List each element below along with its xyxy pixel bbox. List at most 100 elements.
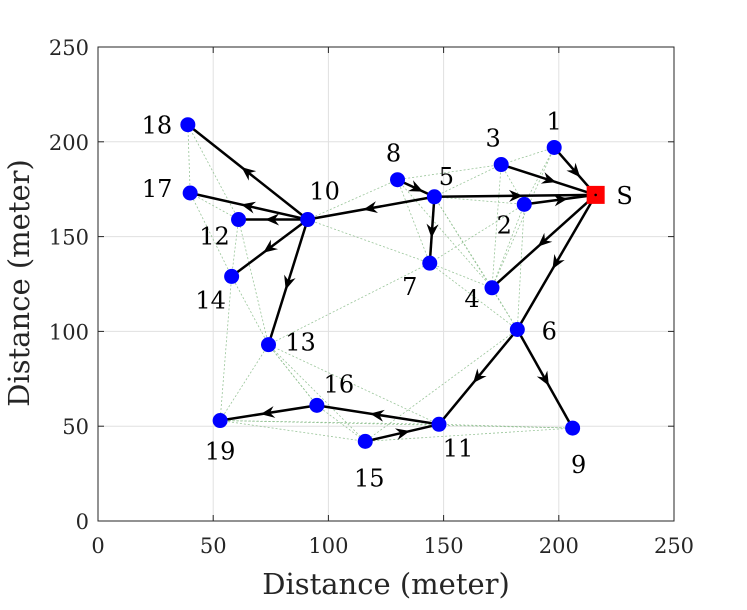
node-4 xyxy=(484,280,500,296)
node-18 xyxy=(180,117,196,133)
candidate-link-13-14 xyxy=(231,276,269,345)
candidate-link-19-15 xyxy=(220,420,366,442)
route-arrow-8-5 xyxy=(407,180,424,192)
route-arrow-10-17 xyxy=(241,201,257,214)
route-arrow-1-S xyxy=(566,162,581,178)
route-arrow-5-10 xyxy=(363,201,378,214)
y-tick-label-150: 150 xyxy=(49,226,89,250)
y-tick-label-50: 50 xyxy=(62,415,89,439)
sink-label: S xyxy=(616,182,632,210)
route-arrow-2-S xyxy=(553,194,568,207)
candidate-link-11-13 xyxy=(268,344,440,425)
axes-box xyxy=(97,46,675,522)
y-tick-label-0: 0 xyxy=(76,510,89,534)
node-label-2: 2 xyxy=(497,211,512,239)
node-8 xyxy=(390,172,406,188)
route-arrow-15-11 xyxy=(394,428,410,441)
route-arrow-6-9 xyxy=(536,370,549,386)
candidate-link-13-16 xyxy=(268,344,318,406)
y-tick-label-200: 200 xyxy=(49,131,89,155)
candidate-link-2-6 xyxy=(516,204,525,330)
node-11 xyxy=(431,416,447,432)
candidate-link-4-6 xyxy=(491,287,518,330)
candidate-link-1-3 xyxy=(501,147,555,165)
candidate-link-3-5 xyxy=(434,164,502,198)
node-label-16: 16 xyxy=(324,370,355,398)
route-arrow-3-S xyxy=(540,172,557,184)
candidate-link-6-15 xyxy=(365,329,518,442)
node-label-5: 5 xyxy=(439,163,454,191)
node-label-18: 18 xyxy=(142,112,173,140)
route-arrow-10-14 xyxy=(263,239,279,253)
candidate-link-13-12 xyxy=(238,219,269,345)
candidate-link-7-4 xyxy=(429,262,493,289)
route-arrow-6-11 xyxy=(473,368,487,384)
candidate-link-15-9 xyxy=(365,427,573,442)
routing-paths xyxy=(187,123,597,443)
node-label-6: 6 xyxy=(542,318,557,346)
x-tick-label-50: 50 xyxy=(200,534,227,558)
x-tick-label-150: 150 xyxy=(424,534,464,558)
route-arrow-11-16 xyxy=(370,409,385,422)
node-label-14: 14 xyxy=(195,286,226,314)
candidate-link-1-4 xyxy=(491,147,555,288)
candidate-link-12-17 xyxy=(189,192,239,220)
node-label-9: 9 xyxy=(571,451,586,479)
sensor-nodes xyxy=(180,117,605,449)
node-10 xyxy=(300,212,316,228)
x-tick-label-100: 100 xyxy=(308,534,348,558)
y-tick-label-250: 250 xyxy=(49,36,89,60)
node-15 xyxy=(357,433,373,449)
node-9 xyxy=(565,420,581,436)
candidate-link-3-4 xyxy=(491,164,502,288)
candidate-link-8-10 xyxy=(307,179,398,220)
route-arrow-5-7 xyxy=(426,223,439,238)
node-6 xyxy=(509,322,525,338)
node-13 xyxy=(260,337,276,353)
route-arrow-10-12 xyxy=(265,213,280,226)
node-label-19: 19 xyxy=(205,438,236,466)
node-label-8: 8 xyxy=(386,140,401,168)
node-label-3: 3 xyxy=(486,125,501,153)
candidate-link-8-7 xyxy=(397,179,431,264)
node-label-11: 11 xyxy=(443,434,474,462)
node-label-7: 7 xyxy=(402,273,417,301)
axes: 0 50 100 150 200 250 0 50 100 150 200 250 xyxy=(49,36,694,558)
node-label-1: 1 xyxy=(547,107,562,135)
route-arrow-10-18 xyxy=(241,167,257,181)
candidate-link-2-4 xyxy=(491,204,525,288)
node-17 xyxy=(182,185,198,201)
candidate-link-10-7 xyxy=(307,219,430,264)
route-arrow-S-6 xyxy=(552,253,565,270)
y-axis-label: Distance (meter) xyxy=(2,159,36,407)
node-label-12: 12 xyxy=(199,223,230,251)
node-16 xyxy=(309,397,325,413)
sink-center-dot xyxy=(594,193,597,197)
candidate-link-17-18 xyxy=(187,124,191,194)
node-12 xyxy=(231,212,247,228)
y-tick-label-100: 100 xyxy=(49,320,89,344)
candidate-link-12-18 xyxy=(187,124,239,220)
x-tick-label-200: 200 xyxy=(539,534,579,558)
candidate-link-19-13 xyxy=(219,344,269,421)
x-tick-label-0: 0 xyxy=(91,534,104,558)
node-19 xyxy=(212,413,228,429)
node-5 xyxy=(426,189,442,205)
candidate-link-13-15 xyxy=(268,344,366,442)
node-1 xyxy=(546,139,562,155)
route-arrow-5-S xyxy=(508,189,524,202)
node-2 xyxy=(516,196,532,212)
route-arrow-10-13 xyxy=(284,274,296,290)
node-3 xyxy=(493,157,509,173)
node-label-15: 15 xyxy=(354,464,385,492)
node-label-4: 4 xyxy=(464,285,479,313)
x-axis-label: Distance (meter) xyxy=(262,567,510,601)
candidate-link-14-17 xyxy=(189,192,232,277)
node-7 xyxy=(422,255,438,271)
route-arrow-16-19 xyxy=(260,406,276,418)
route-arrow-S-4 xyxy=(537,232,553,247)
x-tick-label-250: 250 xyxy=(654,534,694,558)
node-label-10: 10 xyxy=(309,178,340,206)
